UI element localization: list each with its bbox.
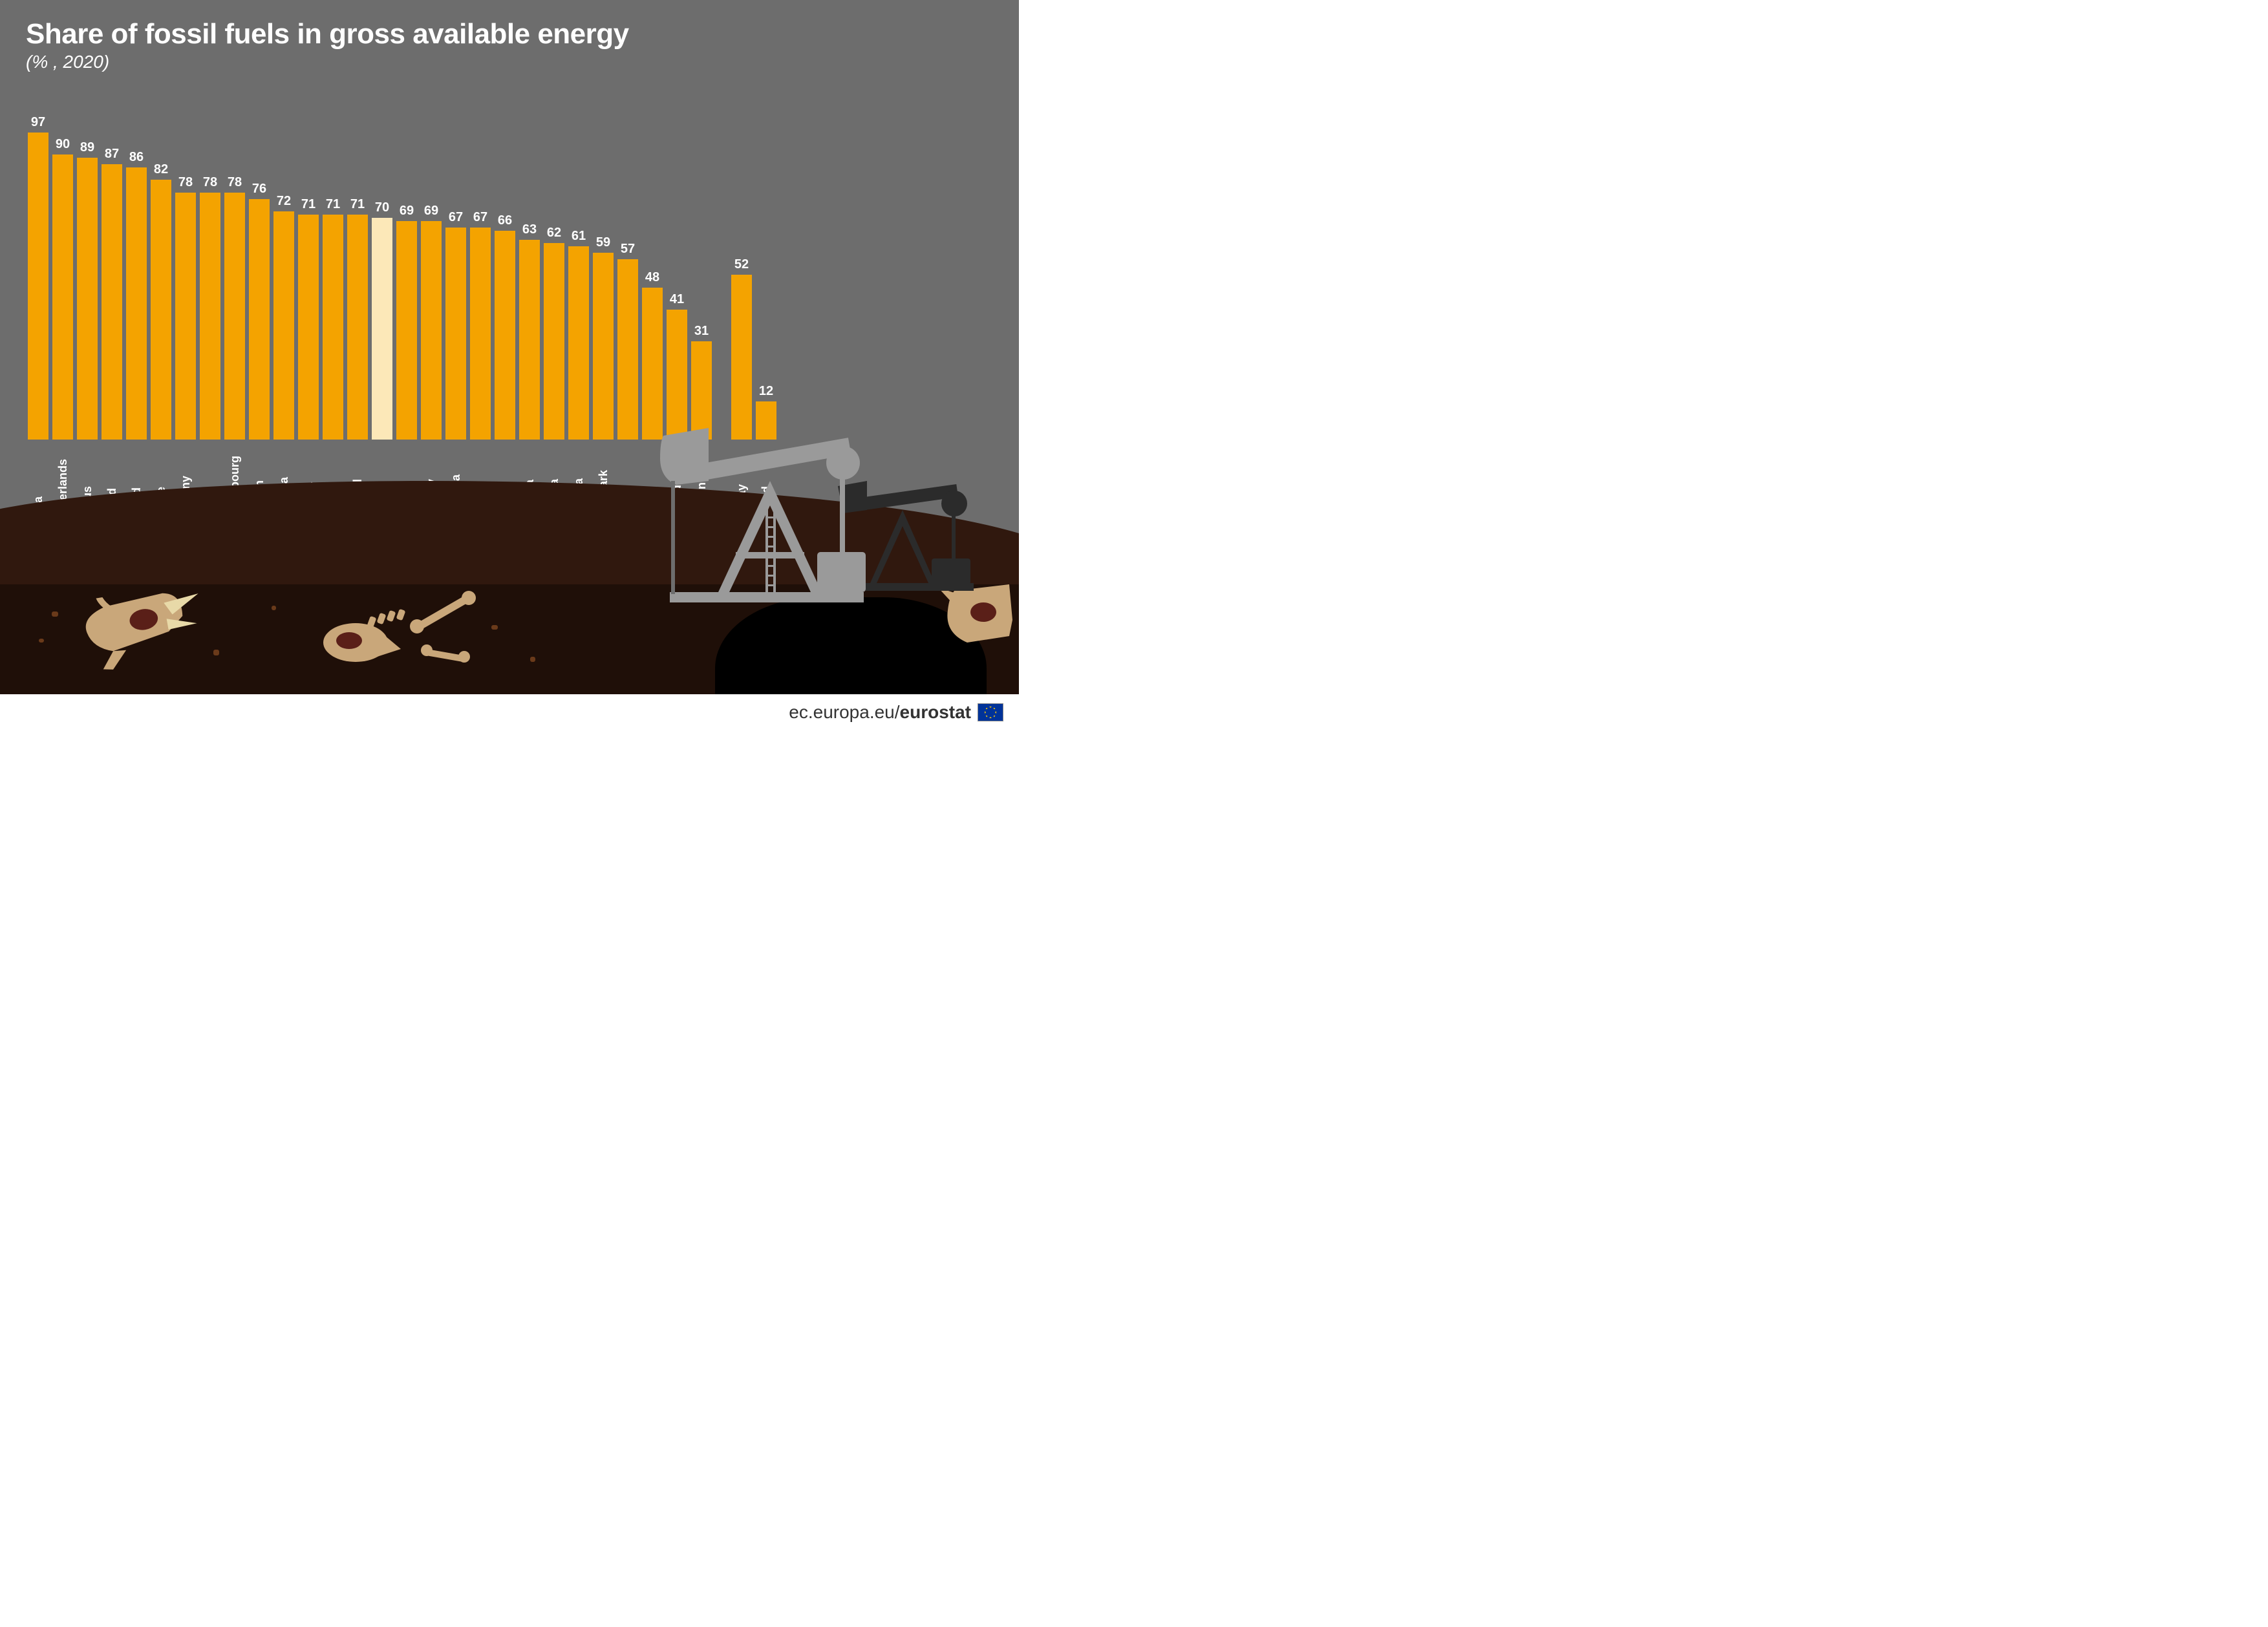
bar-rect bbox=[323, 215, 343, 440]
bar-value: 76 bbox=[252, 182, 266, 197]
bar-greece: 82Greece bbox=[149, 110, 173, 530]
bar-value: 67 bbox=[449, 210, 463, 225]
bar-rect bbox=[126, 167, 147, 440]
bar-latvia: 57Latvia bbox=[615, 110, 640, 530]
bar-rect bbox=[273, 211, 294, 440]
bar-denkmark: 59Denkmark bbox=[591, 110, 615, 530]
pumpjack-front-icon bbox=[657, 423, 870, 604]
bar-rect bbox=[200, 193, 220, 440]
bar-hungary: 69Hungary bbox=[419, 110, 444, 530]
bar-value: 78 bbox=[178, 175, 193, 190]
bar-value: 69 bbox=[424, 204, 438, 218]
bar-value: 71 bbox=[301, 197, 316, 212]
bar-value: 57 bbox=[621, 242, 635, 257]
bar-rect bbox=[102, 164, 122, 440]
bar-rect bbox=[421, 221, 442, 440]
bar-rect bbox=[568, 246, 589, 440]
bar-portugal: 71Portugal bbox=[345, 110, 370, 530]
bar-germany: 78Germany bbox=[173, 110, 198, 530]
bar-slovakia: 62Slovakia bbox=[542, 110, 566, 530]
infographic-root: Share of fossil fuels in gross available… bbox=[0, 0, 1019, 730]
bar-value: 71 bbox=[350, 197, 365, 212]
bar-rect bbox=[445, 228, 466, 440]
bar-rect bbox=[642, 288, 663, 440]
bar-czechia: 71Czechia bbox=[296, 110, 321, 530]
bar-value: 48 bbox=[645, 270, 659, 285]
bar-value: 12 bbox=[759, 384, 773, 399]
bar-romania: 72Romania bbox=[272, 110, 296, 530]
bar-rect bbox=[224, 193, 245, 440]
bar-rect bbox=[470, 228, 491, 440]
bar-rect bbox=[372, 218, 392, 440]
bar-rect bbox=[52, 154, 73, 440]
bar-rect bbox=[617, 259, 638, 440]
bar-rect bbox=[495, 231, 515, 440]
bar-rect bbox=[544, 243, 564, 440]
bar-slovenia: 61Slovenia bbox=[566, 110, 591, 530]
bar-value: 86 bbox=[129, 150, 144, 165]
bar-value: 72 bbox=[277, 194, 291, 209]
bar-lithuania: 67Lithuania bbox=[444, 110, 468, 530]
bar-rect bbox=[77, 158, 98, 440]
bar-poland: 86Poland bbox=[124, 110, 149, 530]
bar-value: 62 bbox=[547, 226, 561, 240]
bar-value: 61 bbox=[572, 229, 586, 244]
bar-rect bbox=[731, 275, 752, 440]
fossil-skull-icon bbox=[71, 588, 213, 675]
bar-bulgaria: 63Bulgaria bbox=[517, 110, 542, 530]
bar-eu: 70EU bbox=[370, 110, 394, 530]
bar-value: 59 bbox=[596, 235, 610, 250]
bar-value: 82 bbox=[154, 162, 168, 177]
bar-estonia: 66Estonia bbox=[493, 110, 517, 530]
ground-illustration bbox=[0, 520, 1019, 694]
bar-netherlands: 90Netherlands bbox=[50, 110, 75, 530]
bar-rect bbox=[396, 221, 417, 440]
bar-rect bbox=[667, 310, 687, 440]
bar-value: 90 bbox=[56, 137, 70, 152]
bar-rect bbox=[593, 253, 614, 440]
bar-value: 31 bbox=[694, 324, 709, 339]
bar-value: 63 bbox=[522, 222, 537, 237]
chart-subtitle: (% , 2020) bbox=[26, 52, 629, 72]
eu-flag-icon bbox=[978, 703, 1003, 721]
bar-croatia: 69Croatia bbox=[394, 110, 419, 530]
title-block: Share of fossil fuels in gross available… bbox=[26, 18, 629, 72]
bar-value: 66 bbox=[498, 213, 512, 228]
bar-belgium: 76Belgium bbox=[247, 110, 272, 530]
bar-spain: 71Spain bbox=[321, 110, 345, 530]
bar-italy: 78Italy bbox=[198, 110, 222, 530]
bar-value: 41 bbox=[670, 292, 684, 307]
bar-rect bbox=[519, 240, 540, 440]
bar-cyprus: 89Cyprus bbox=[75, 110, 100, 530]
bar-rect bbox=[347, 215, 368, 440]
bar-luxembourg: 78Luxembourg bbox=[222, 110, 247, 530]
bar-rect bbox=[175, 193, 196, 440]
bar-value: 70 bbox=[375, 200, 389, 215]
bar-rect bbox=[151, 180, 171, 440]
footer-url-prefix: ec.europa.eu/ bbox=[789, 702, 899, 723]
bar-value: 87 bbox=[105, 147, 119, 162]
bar-ireland: 87Ireland bbox=[100, 110, 124, 530]
bar-value: 89 bbox=[80, 140, 94, 155]
bar-rect bbox=[28, 133, 48, 440]
chart-title: Share of fossil fuels in gross available… bbox=[26, 18, 629, 50]
bar-rect bbox=[249, 199, 270, 440]
fossil-partial-icon bbox=[935, 581, 1012, 649]
bar-value: 52 bbox=[734, 257, 749, 272]
bar-austria: 67Austria bbox=[468, 110, 493, 530]
bar-value: 71 bbox=[326, 197, 340, 212]
bar-value: 78 bbox=[228, 175, 242, 190]
bar-value: 67 bbox=[473, 210, 487, 225]
bar-value: 97 bbox=[31, 115, 45, 130]
footer: ec.europa.eu/eurostat bbox=[0, 694, 1019, 730]
bar-rect bbox=[298, 215, 319, 440]
bar-value: 78 bbox=[203, 175, 217, 190]
footer-brand: eurostat bbox=[900, 702, 971, 723]
bar-value: 69 bbox=[400, 204, 414, 218]
bar-malta: 97Malta bbox=[26, 110, 50, 530]
fossil-bones-icon bbox=[310, 588, 491, 675]
